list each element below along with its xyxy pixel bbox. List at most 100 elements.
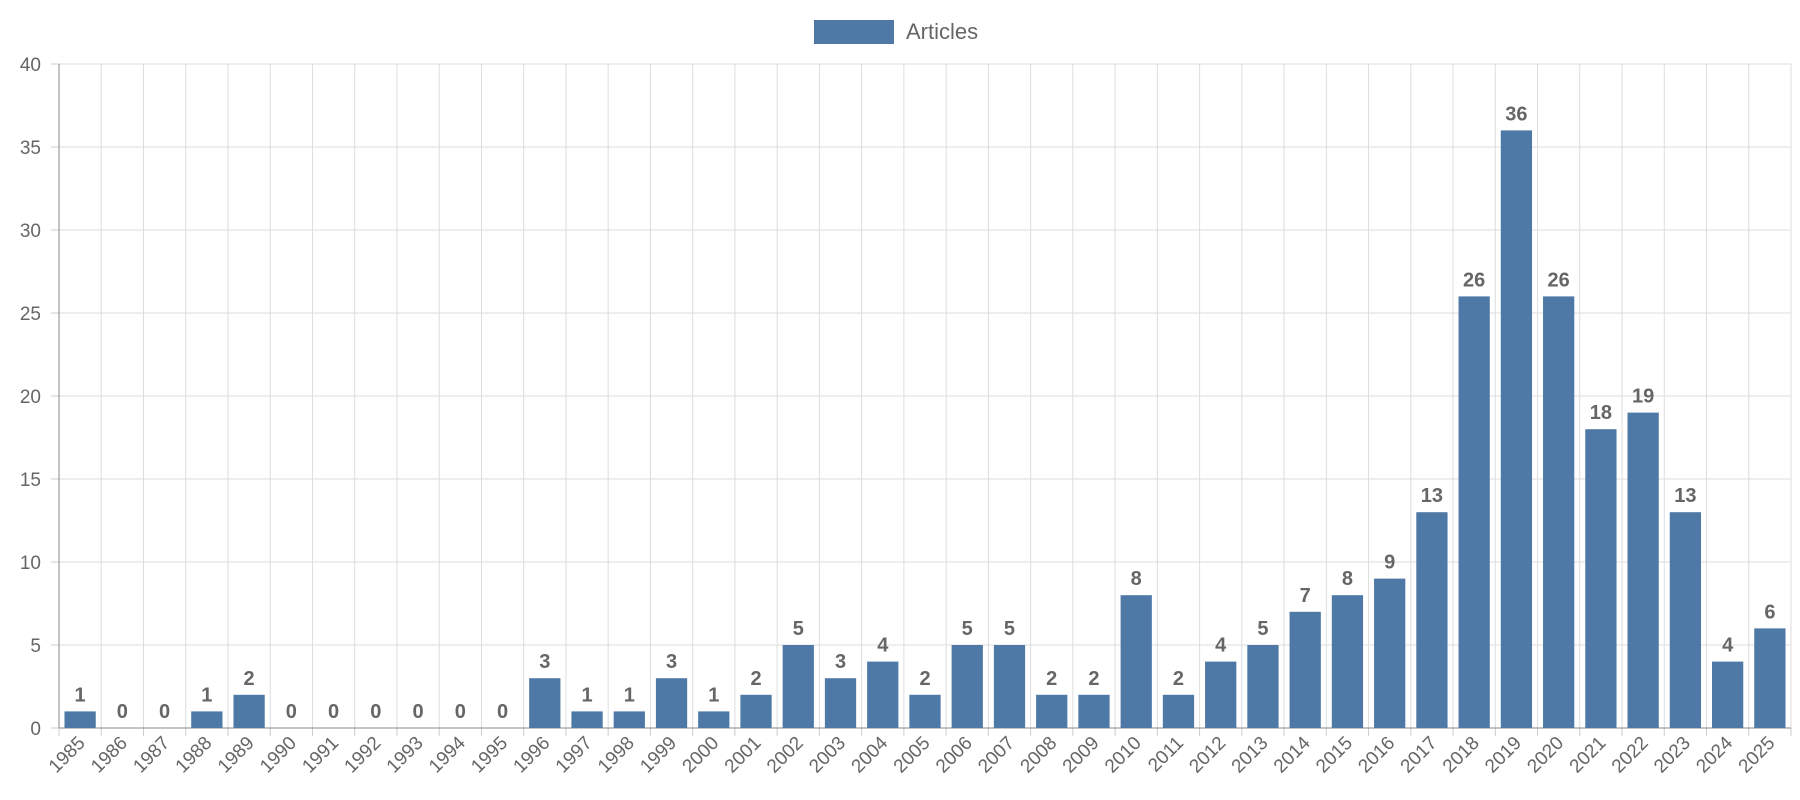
bar-value-label: 0 (328, 701, 339, 723)
bar-value-label: 0 (370, 701, 381, 723)
bar-value-label: 3 (539, 651, 550, 673)
x-tick-label: 1987 (129, 733, 174, 778)
bar[interactable] (1331, 595, 1364, 728)
bars (64, 130, 1786, 728)
bar[interactable] (824, 678, 857, 728)
bar[interactable] (1669, 512, 1702, 728)
x-tick-label: 1985 (45, 733, 90, 778)
bar-value-label: 5 (1004, 618, 1015, 640)
y-tick-label: 35 (20, 138, 41, 159)
x-tick-label: 1991 (298, 733, 343, 778)
x-tick-label: 2004 (848, 732, 893, 777)
x-tick-label: 2021 (1566, 733, 1611, 778)
bar[interactable] (1205, 661, 1237, 728)
bar-value-label: 0 (413, 701, 424, 723)
bar-value-label: 1 (201, 684, 212, 706)
bar-value-label: 0 (497, 701, 508, 723)
x-tick-label: 1999 (636, 733, 681, 778)
bar-value-label: 1 (708, 684, 719, 706)
bar-value-label: 6 (1764, 601, 1775, 623)
bar[interactable] (655, 678, 688, 728)
bar-value-label: 2 (1046, 668, 1057, 690)
bar[interactable] (1289, 611, 1321, 728)
bar-value-label: 8 (1342, 568, 1353, 590)
bar-value-label: 13 (1674, 485, 1696, 507)
bar[interactable] (909, 694, 941, 728)
x-axis: 1985198619871988198919901991199219931994… (45, 727, 1792, 778)
bar-value-label: 2 (1088, 668, 1099, 690)
bar-value-label: 13 (1421, 485, 1443, 507)
bar[interactable] (233, 694, 265, 728)
bar[interactable] (1416, 512, 1448, 728)
bar[interactable] (1585, 429, 1617, 728)
bar-value-label: 26 (1463, 269, 1485, 291)
x-tick-label: 2007 (974, 733, 1019, 778)
x-tick-label: 2015 (1312, 733, 1357, 778)
bar-value-label: 5 (962, 618, 973, 640)
x-tick-label: 2013 (1228, 733, 1273, 778)
x-tick-label: 1996 (510, 733, 555, 778)
bar[interactable] (782, 645, 814, 728)
x-tick-label: 1994 (425, 732, 470, 777)
x-tick-label: 1992 (341, 733, 386, 778)
bar[interactable] (1754, 628, 1786, 728)
legend[interactable]: Articles (814, 19, 978, 44)
bar[interactable] (1036, 694, 1068, 728)
bar-value-label: 5 (1257, 618, 1268, 640)
bar[interactable] (191, 711, 223, 728)
bar[interactable] (529, 678, 561, 728)
x-tick-label: 1989 (214, 733, 259, 778)
bar[interactable] (867, 661, 899, 728)
legend-swatch (814, 20, 894, 44)
bar-value-label: 2 (1173, 668, 1184, 690)
bar[interactable] (1627, 412, 1659, 728)
x-tick-label: 2001 (721, 733, 766, 778)
bar-value-label: 4 (1215, 635, 1227, 657)
y-tick-label: 10 (20, 553, 41, 574)
bar-value-label: 1 (75, 684, 86, 706)
x-tick-label: 2011 (1144, 733, 1188, 777)
x-tick-label: 2006 (932, 733, 977, 778)
bar[interactable] (1500, 130, 1533, 728)
x-tick-label: 2008 (1017, 733, 1062, 778)
x-tick-label: 2005 (890, 733, 935, 778)
bar[interactable] (64, 711, 96, 728)
bar[interactable] (698, 711, 730, 728)
bar-value-label: 0 (159, 701, 170, 723)
x-tick-label: 2019 (1481, 733, 1526, 778)
bar-value-label: 4 (877, 635, 889, 657)
bar-value-label: 5 (793, 618, 804, 640)
bar[interactable] (571, 711, 603, 728)
bar-value-label: 3 (835, 651, 846, 673)
bar[interactable] (1543, 296, 1575, 728)
x-tick-label: 2002 (763, 733, 808, 778)
bar-value-label: 9 (1384, 552, 1395, 574)
bar-value-label: 19 (1632, 386, 1654, 408)
bar[interactable] (1712, 661, 1744, 728)
bar-value-label: 8 (1131, 568, 1142, 590)
y-tick-label: 15 (20, 470, 41, 491)
x-tick-label: 2023 (1650, 733, 1695, 778)
x-tick-label: 2017 (1397, 733, 1442, 778)
y-tick-label: 0 (30, 719, 41, 740)
x-tick-label: 2024 (1692, 732, 1737, 777)
x-tick-label: 2012 (1185, 733, 1230, 778)
bar[interactable] (1458, 296, 1490, 728)
bar[interactable] (613, 711, 645, 728)
bar-value-label: 18 (1590, 402, 1612, 424)
bar[interactable] (1247, 645, 1279, 728)
bar[interactable] (740, 694, 772, 728)
bar[interactable] (1374, 578, 1406, 728)
x-tick-label: 2020 (1523, 733, 1568, 778)
bar[interactable] (1162, 694, 1195, 728)
bar-value-label: 4 (1722, 635, 1734, 657)
bar-value-label: 2 (750, 668, 761, 690)
bar-value-label: 26 (1548, 269, 1570, 291)
x-tick-label: 1990 (256, 733, 301, 778)
x-tick-label: 2018 (1439, 733, 1484, 778)
bar[interactable] (1120, 595, 1152, 728)
bar[interactable] (993, 645, 1026, 728)
bar[interactable] (1078, 694, 1110, 728)
bar[interactable] (951, 645, 983, 728)
